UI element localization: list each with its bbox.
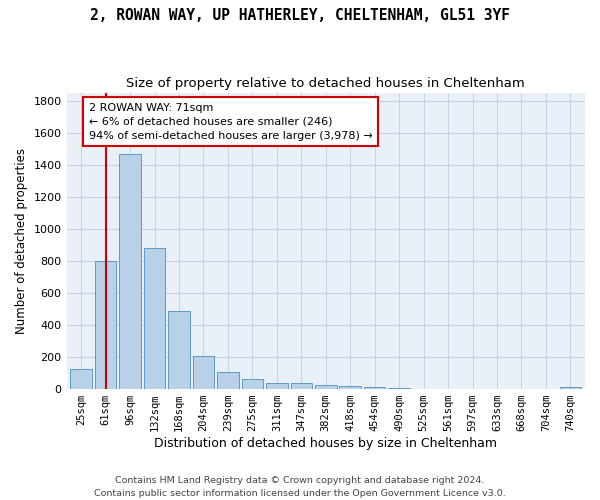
Bar — [290, 384, 312, 389]
Bar — [70, 369, 92, 389]
Bar — [119, 154, 141, 389]
Bar — [388, 388, 410, 389]
Y-axis label: Number of detached properties: Number of detached properties — [15, 148, 28, 334]
X-axis label: Distribution of detached houses by size in Cheltenham: Distribution of detached houses by size … — [154, 437, 497, 450]
Bar — [168, 310, 190, 389]
Bar — [266, 382, 287, 389]
Text: Contains HM Land Registry data © Crown copyright and database right 2024.
Contai: Contains HM Land Registry data © Crown c… — [94, 476, 506, 498]
Bar — [340, 386, 361, 389]
Bar — [242, 378, 263, 389]
Bar — [193, 356, 214, 389]
Title: Size of property relative to detached houses in Cheltenham: Size of property relative to detached ho… — [127, 78, 525, 90]
Bar — [217, 372, 239, 389]
Text: 2 ROWAN WAY: 71sqm
← 6% of detached houses are smaller (246)
94% of semi-detache: 2 ROWAN WAY: 71sqm ← 6% of detached hous… — [89, 102, 373, 141]
Bar — [315, 385, 337, 389]
Bar — [144, 248, 166, 389]
Bar — [560, 387, 581, 389]
Text: 2, ROWAN WAY, UP HATHERLEY, CHELTENHAM, GL51 3YF: 2, ROWAN WAY, UP HATHERLEY, CHELTENHAM, … — [90, 8, 510, 22]
Bar — [364, 387, 385, 389]
Bar — [95, 261, 116, 389]
